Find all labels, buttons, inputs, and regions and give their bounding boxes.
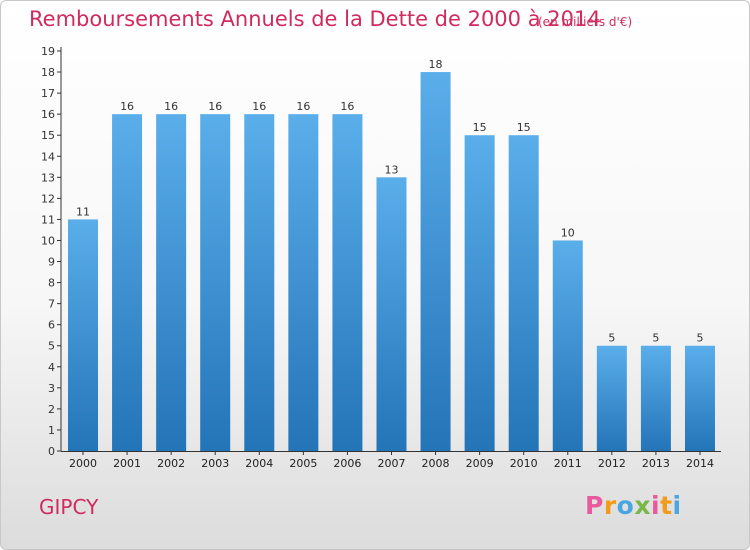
logo-letter: i bbox=[651, 491, 661, 520]
x-tick-label: 2006 bbox=[333, 457, 361, 470]
bar bbox=[508, 135, 539, 452]
bar-value-label: 5 bbox=[608, 332, 615, 345]
x-tick-label: 2000 bbox=[69, 457, 97, 470]
x-tick-label: 2012 bbox=[598, 457, 626, 470]
bar-value-label: 11 bbox=[76, 205, 90, 218]
y-tick-label: 3 bbox=[48, 382, 55, 395]
y-tick-label: 2 bbox=[48, 403, 55, 416]
bar bbox=[332, 114, 363, 451]
bar bbox=[244, 114, 275, 451]
bar bbox=[112, 114, 143, 451]
x-tick-label: 2014 bbox=[686, 457, 714, 470]
bar-value-label: 16 bbox=[252, 100, 266, 113]
bar bbox=[156, 114, 187, 451]
bar bbox=[420, 72, 451, 451]
y-tick-label: 10 bbox=[41, 234, 55, 247]
y-tick-label: 18 bbox=[41, 66, 55, 79]
y-tick-label: 15 bbox=[41, 129, 55, 142]
bar-value-label: 13 bbox=[384, 163, 398, 176]
bar-value-label: 16 bbox=[120, 100, 134, 113]
y-tick-label: 0 bbox=[48, 445, 55, 458]
proxiti-logo: Proxiti bbox=[585, 491, 682, 520]
x-tick-label: 2008 bbox=[422, 457, 450, 470]
bar-value-label: 16 bbox=[164, 100, 178, 113]
bar bbox=[684, 345, 715, 451]
y-tick-label: 9 bbox=[48, 256, 55, 269]
chart-title: Remboursements Annuels de la Dette de 20… bbox=[29, 7, 601, 31]
logo-letter: P bbox=[585, 491, 604, 520]
bar-value-label: 5 bbox=[652, 332, 659, 345]
y-tick-label: 4 bbox=[48, 361, 55, 374]
logo-letter: x bbox=[634, 491, 651, 520]
x-tick-label: 2011 bbox=[554, 457, 582, 470]
bar-value-label: 10 bbox=[561, 226, 575, 239]
x-tick-label: 2005 bbox=[289, 457, 317, 470]
y-tick-label: 19 bbox=[41, 45, 55, 58]
y-tick-label: 8 bbox=[48, 277, 55, 290]
y-tick-label: 1 bbox=[48, 424, 55, 437]
y-tick-label: 5 bbox=[48, 340, 55, 353]
bar bbox=[68, 219, 98, 451]
y-tick-label: 13 bbox=[41, 171, 55, 184]
y-tick-label: 7 bbox=[48, 298, 55, 311]
bar-value-label: 18 bbox=[429, 58, 443, 71]
x-tick-label: 2009 bbox=[466, 457, 494, 470]
x-tick-label: 2010 bbox=[510, 457, 538, 470]
x-tick-label: 2013 bbox=[642, 457, 670, 470]
bar-value-label: 15 bbox=[473, 121, 487, 134]
bar bbox=[288, 114, 319, 451]
commune-name: GIPCY bbox=[39, 495, 99, 519]
bar bbox=[376, 177, 407, 451]
y-tick-label: 6 bbox=[48, 319, 55, 332]
bar-value-label: 16 bbox=[208, 100, 222, 113]
x-tick-label: 2004 bbox=[245, 457, 273, 470]
bar bbox=[552, 240, 583, 451]
x-tick-label: 2001 bbox=[113, 457, 141, 470]
chart-subtitle: (en milliers d'€) bbox=[538, 15, 633, 29]
logo-letter: o bbox=[616, 491, 635, 520]
logo-letter: r bbox=[603, 491, 617, 520]
bar-value-label: 5 bbox=[696, 332, 703, 345]
bar bbox=[596, 345, 627, 451]
y-tick-label: 11 bbox=[41, 213, 55, 226]
logo-letter: t bbox=[660, 491, 673, 520]
x-tick-label: 2003 bbox=[201, 457, 229, 470]
logo-letter: i bbox=[672, 491, 682, 520]
y-tick-label: 16 bbox=[41, 108, 55, 121]
bar bbox=[640, 345, 671, 451]
bar bbox=[200, 114, 231, 451]
y-tick-label: 12 bbox=[41, 192, 55, 205]
bar-value-label: 15 bbox=[517, 121, 531, 134]
bar-value-label: 16 bbox=[296, 100, 310, 113]
y-tick-label: 17 bbox=[41, 87, 55, 100]
y-tick-label: 14 bbox=[41, 150, 55, 163]
bar-value-label: 16 bbox=[340, 100, 354, 113]
x-tick-label: 2007 bbox=[377, 457, 405, 470]
bar bbox=[464, 135, 495, 452]
x-tick-label: 2002 bbox=[157, 457, 185, 470]
